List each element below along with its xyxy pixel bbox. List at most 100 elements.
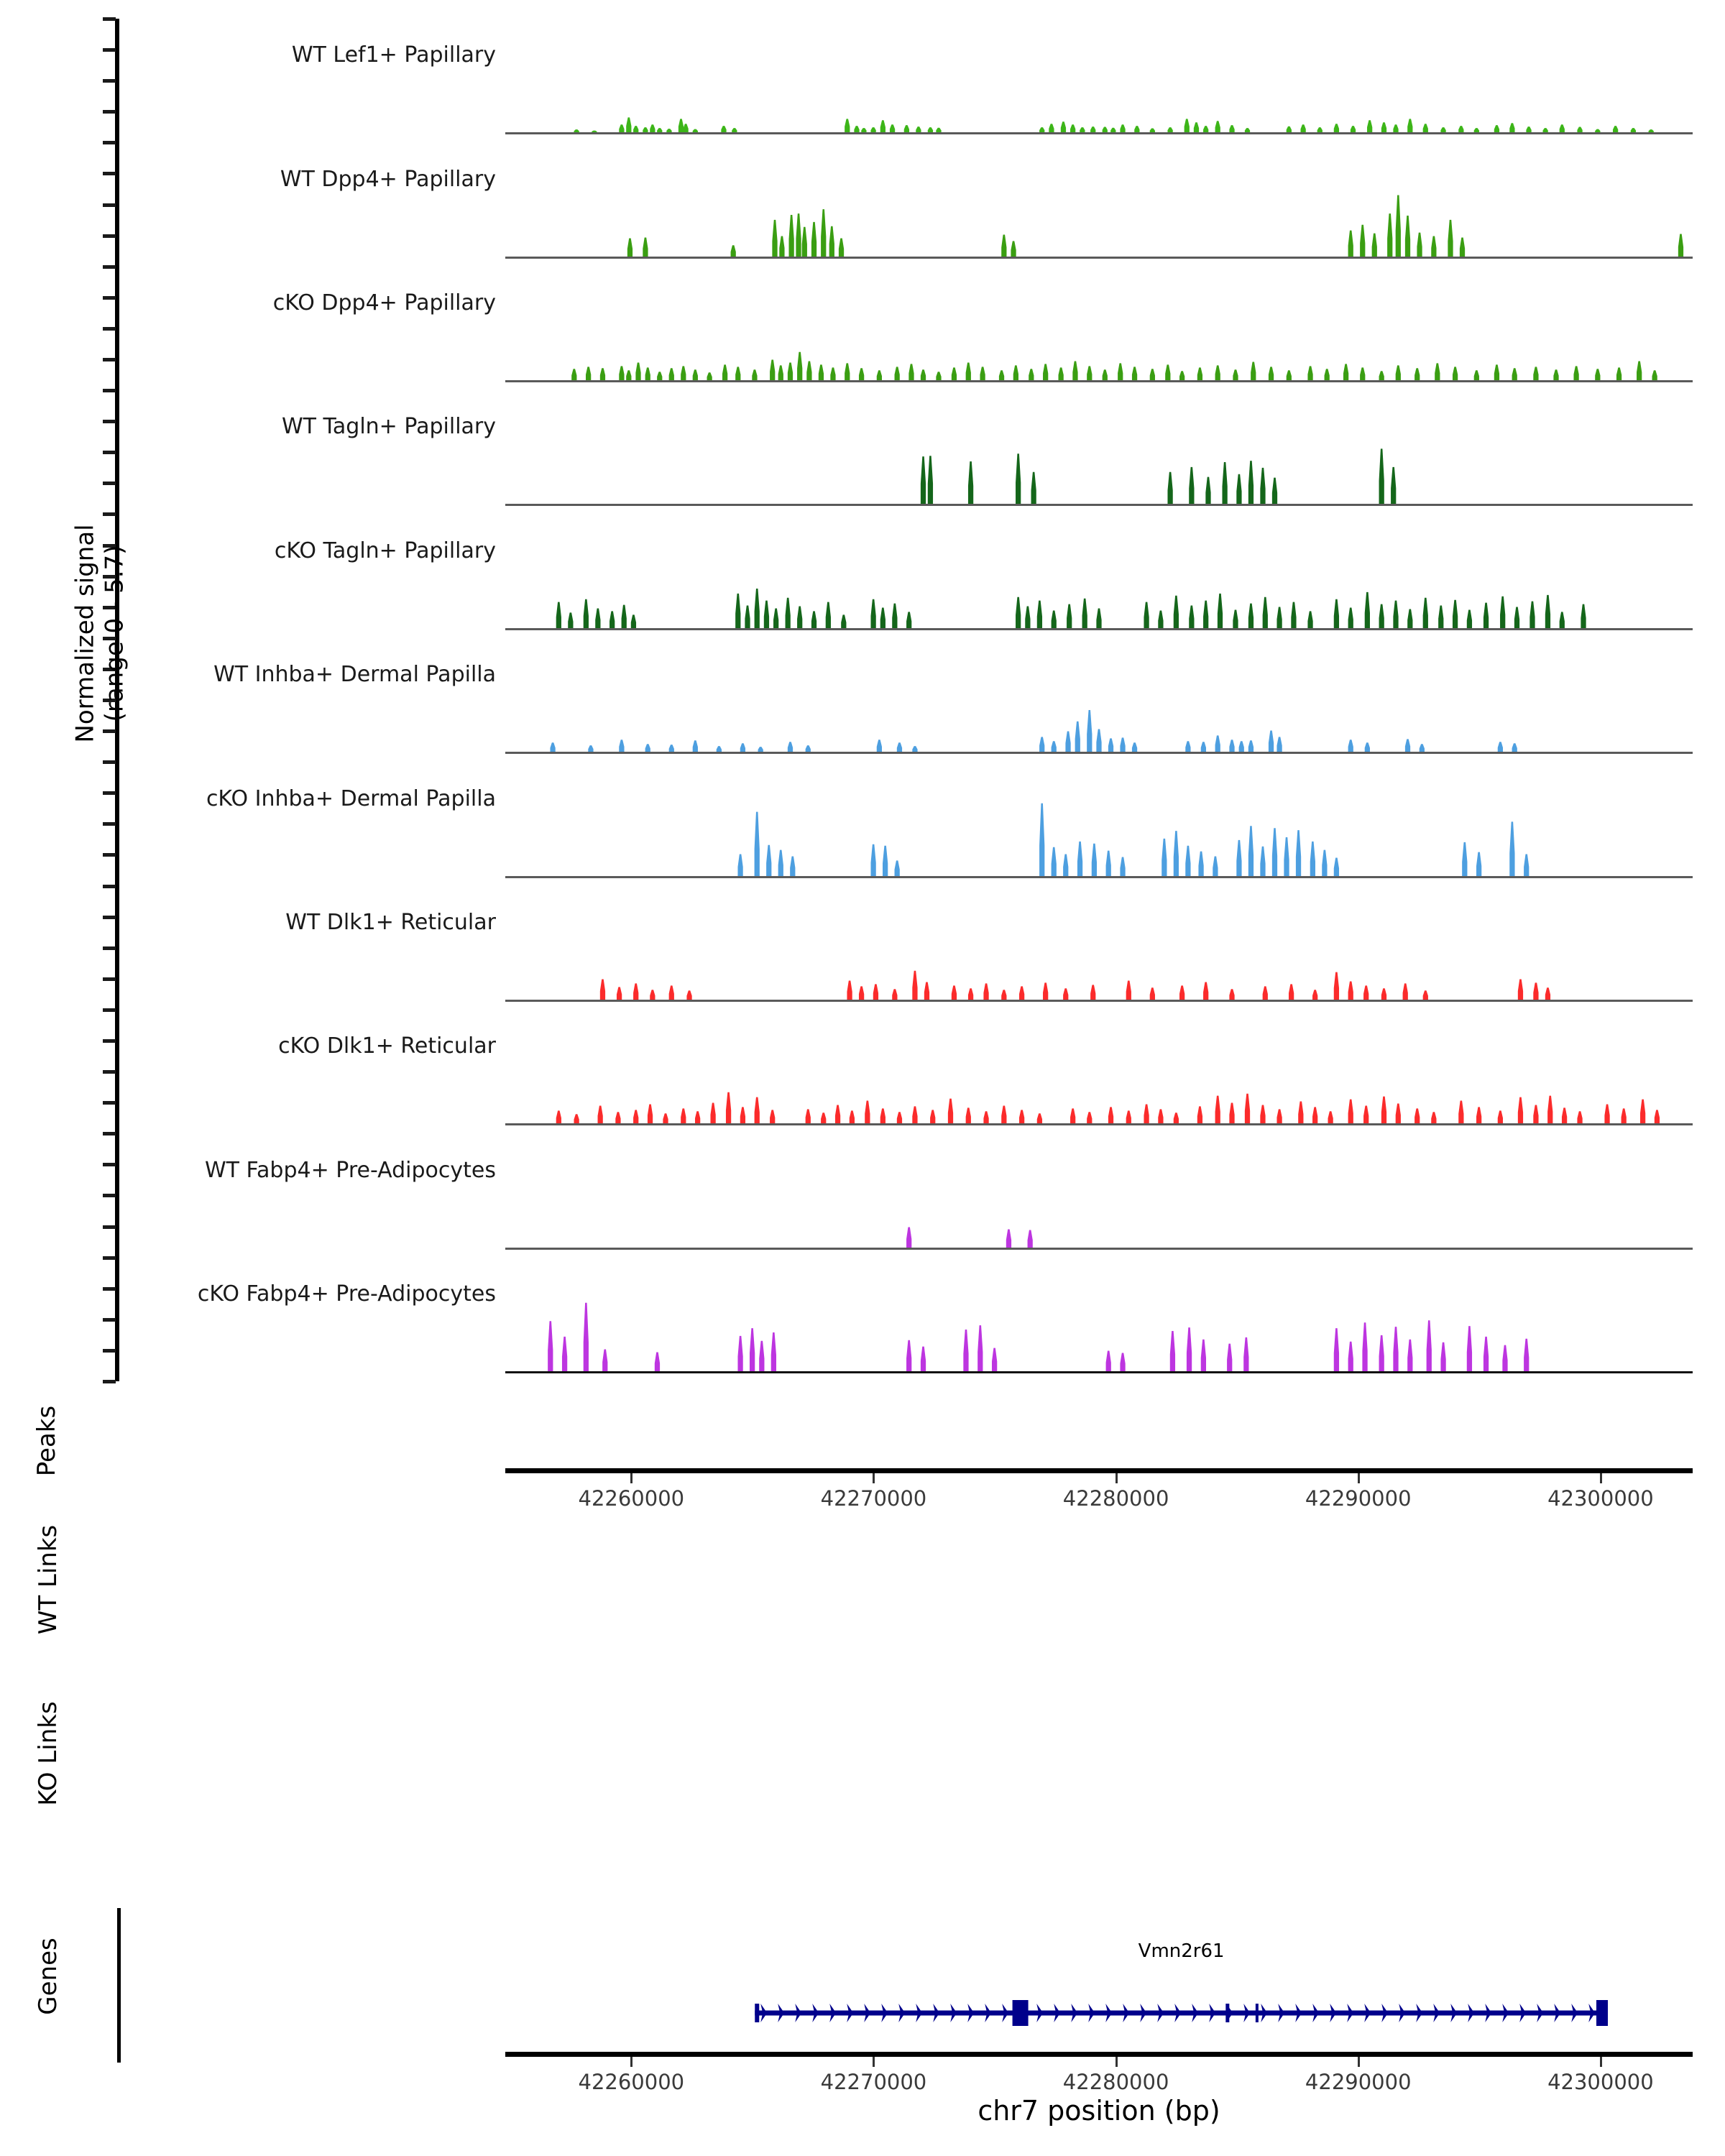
gene-strand-arrow-icon <box>1174 2004 1182 2022</box>
signal-peak <box>1276 607 1282 628</box>
signal-peak <box>967 461 974 505</box>
signal-peak <box>754 588 760 628</box>
signal-peak <box>1262 596 1268 628</box>
signal-axis-tick <box>103 1163 116 1167</box>
signal-peak <box>1381 988 1387 1000</box>
signal-peak <box>619 124 625 133</box>
signal-peak <box>1251 361 1256 381</box>
signal-peak <box>1559 124 1565 133</box>
signal-peak <box>1051 847 1057 876</box>
signal-peak <box>1348 230 1353 257</box>
signal-peak <box>1169 1331 1176 1371</box>
gene-strand-arrow-icon <box>1502 2004 1509 2022</box>
signal-peak <box>1391 467 1397 505</box>
signal-peak <box>1379 604 1384 628</box>
signal-peak <box>650 990 656 1000</box>
signal-axis-tick <box>103 451 116 455</box>
track-label: WT Tagln+ Papillary <box>282 414 496 440</box>
track-baseline <box>505 752 1693 755</box>
signal-peak <box>610 611 615 628</box>
signal-peak <box>1310 841 1315 876</box>
signal-peak <box>1395 195 1401 257</box>
signal-peak <box>1149 369 1155 381</box>
signal-track[interactable] <box>505 1167 1693 1250</box>
signal-peak <box>1379 371 1384 381</box>
signal-peak <box>880 607 886 628</box>
signal-peak <box>754 1097 760 1124</box>
gene-strand-arrow-icon <box>1192 2004 1199 2022</box>
signal-peak <box>778 365 783 381</box>
signal-peak <box>1108 738 1114 752</box>
signal-track[interactable] <box>505 176 1693 259</box>
signal-peaks <box>906 1227 1033 1248</box>
signal-track[interactable] <box>505 548 1693 630</box>
signal-peak <box>1639 1099 1646 1124</box>
signal-peak <box>849 1110 855 1124</box>
gene-strand-arrow-icon <box>1243 2004 1251 2022</box>
signal-peak <box>1222 462 1228 505</box>
signal-peak <box>1417 232 1422 257</box>
signal-peak <box>865 1100 870 1124</box>
track-baseline <box>505 1247 1693 1250</box>
signal-axis-tick <box>103 946 116 950</box>
signal-peak <box>1236 839 1242 876</box>
signal-track[interactable] <box>505 300 1693 383</box>
gene-strand-arrow-icon <box>1399 2004 1406 2022</box>
signal-peak <box>1497 1110 1504 1124</box>
signal-peak <box>1144 1104 1149 1124</box>
signal-peak <box>1108 1107 1114 1124</box>
signal-peak <box>654 1352 661 1371</box>
signal-track[interactable] <box>505 919 1693 1002</box>
signal-peak <box>1200 742 1207 752</box>
signal-peak <box>920 1346 926 1371</box>
signal-peak <box>1328 1111 1333 1124</box>
gene-strand-arrow-icon <box>1054 2004 1061 2022</box>
signal-peak <box>1036 1113 1043 1124</box>
signal-peak <box>1243 1337 1249 1371</box>
track-baseline <box>505 504 1693 507</box>
signal-peak <box>599 979 606 1000</box>
signal-track[interactable] <box>505 52 1693 135</box>
signal-axis-tick <box>103 17 116 21</box>
signal-axis-tick <box>103 884 116 888</box>
signal-peak <box>1229 740 1235 752</box>
signal-peak <box>1158 610 1164 628</box>
signal-track[interactable] <box>505 671 1693 755</box>
signal-axis-tick <box>103 512 116 517</box>
signal-peak <box>1512 368 1517 381</box>
track-label: cKO Inhba+ Dermal Papilla <box>206 786 496 811</box>
signal-peak <box>692 369 698 381</box>
gene-model-track[interactable] <box>505 1992 1693 2034</box>
signal-peak <box>1120 124 1126 133</box>
signal-peak <box>1043 982 1049 1000</box>
signal-peak <box>821 1112 827 1124</box>
signal-peak <box>797 351 803 381</box>
signal-track[interactable] <box>505 1043 1693 1126</box>
signal-peak <box>1379 448 1384 505</box>
signal-peak <box>1110 128 1116 133</box>
signal-peak <box>847 980 852 1000</box>
signal-peak <box>1652 370 1657 381</box>
signal-peak <box>1379 1335 1384 1371</box>
signal-track[interactable] <box>505 1291 1693 1373</box>
signal-peak <box>1333 972 1340 1000</box>
signal-peak <box>811 221 817 257</box>
signal-peak <box>1573 366 1579 381</box>
signal-peak <box>1236 474 1242 505</box>
signal-peak <box>1043 364 1049 381</box>
signal-peak <box>1414 368 1420 381</box>
signal-peak <box>643 237 648 257</box>
signal-peak <box>1173 595 1179 628</box>
signal-peak <box>908 364 914 381</box>
signal-peak <box>1167 472 1173 505</box>
gene-strand-arrow-icon <box>795 2004 802 2022</box>
signal-peak <box>1648 129 1654 133</box>
signal-peak <box>1637 361 1642 381</box>
signal-peak <box>678 119 684 133</box>
signal-track[interactable] <box>505 796 1693 878</box>
signal-peak <box>1262 986 1268 1000</box>
signal-peak <box>1348 981 1353 1000</box>
signal-track[interactable] <box>505 423 1693 507</box>
signal-peak <box>787 742 794 752</box>
signal-peak <box>548 1321 553 1371</box>
